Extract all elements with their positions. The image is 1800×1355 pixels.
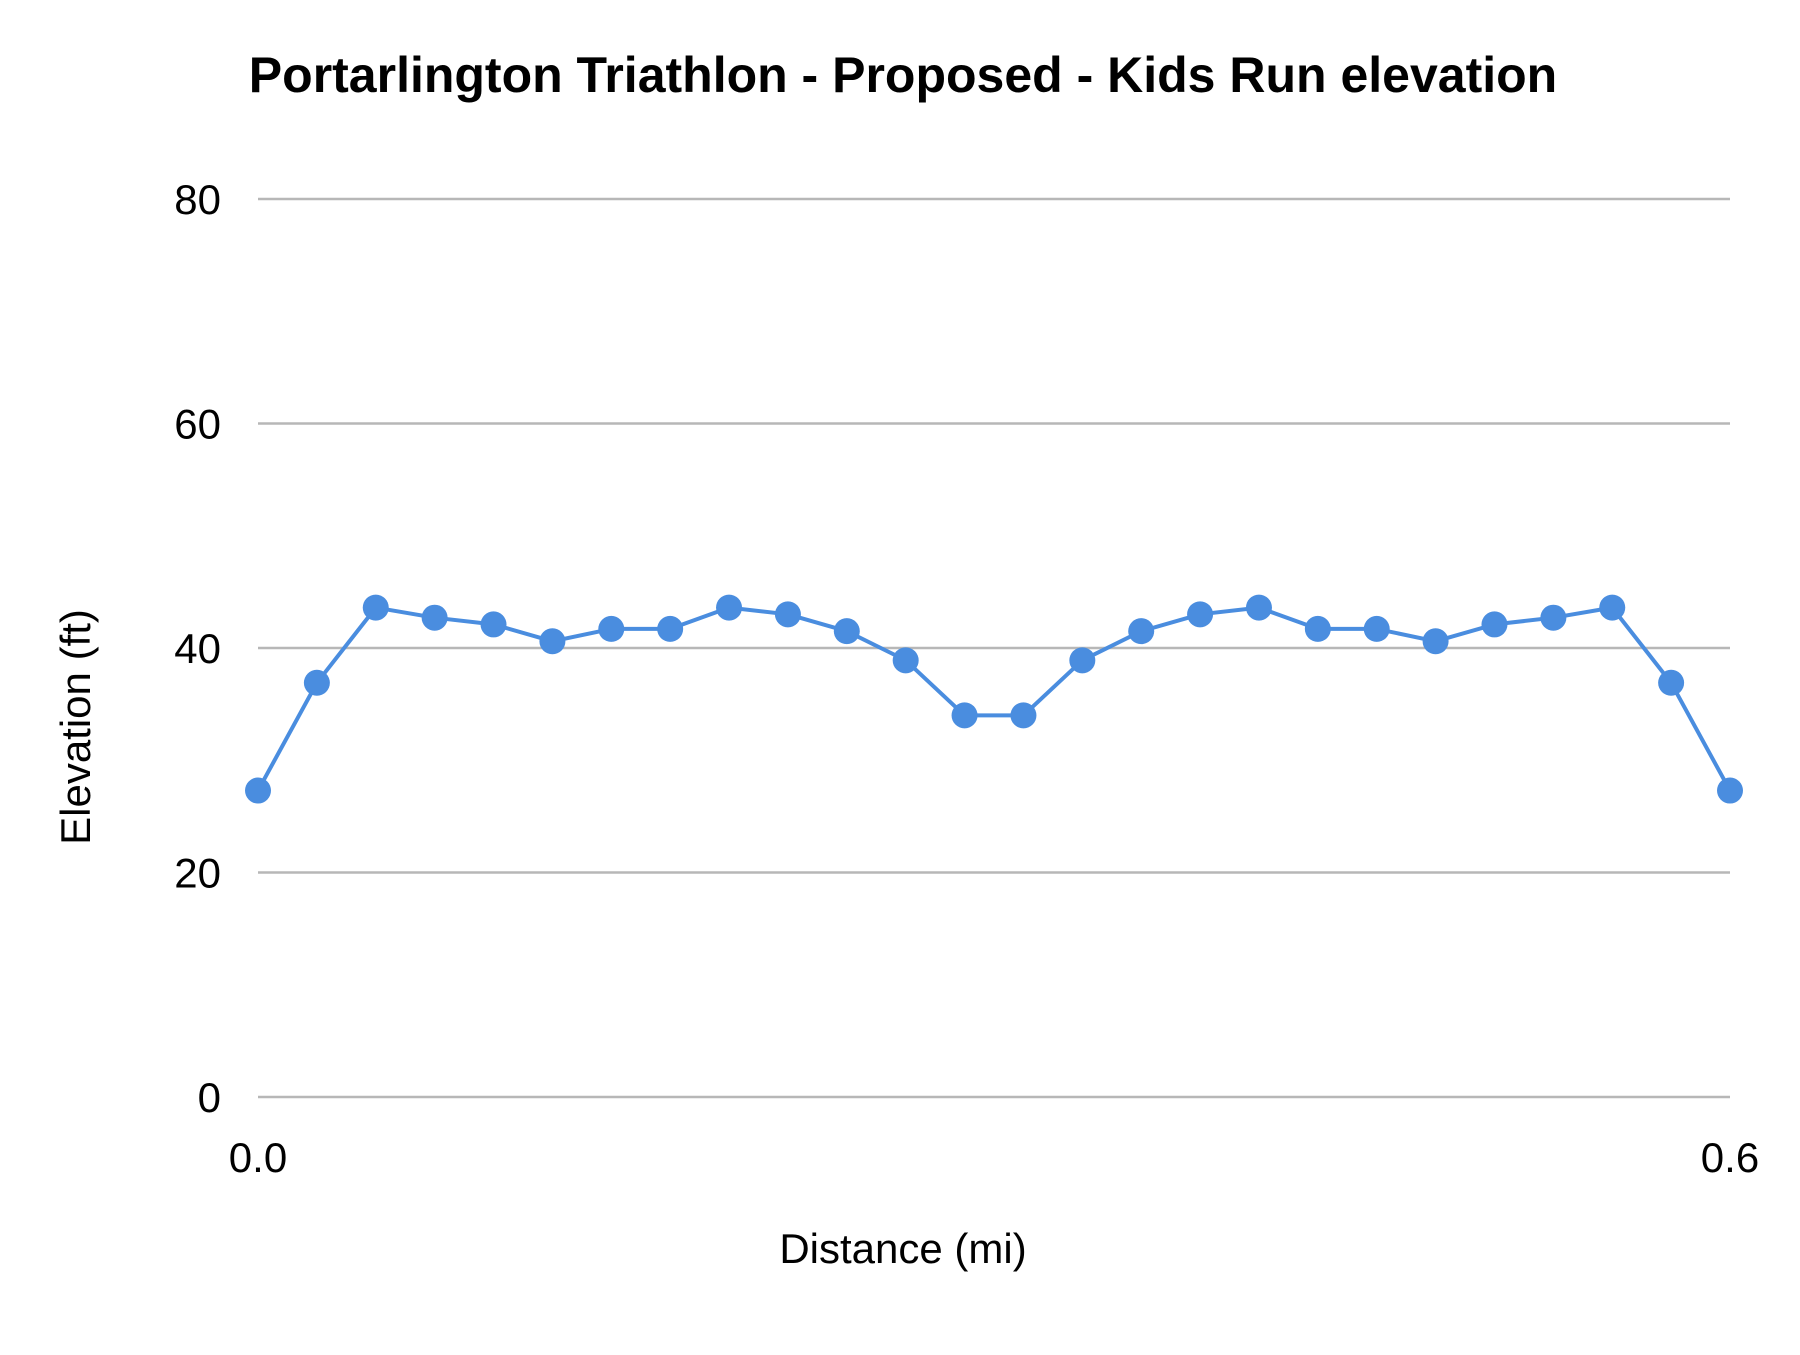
data-point	[1658, 669, 1685, 696]
data-point	[480, 611, 507, 638]
data-point	[951, 702, 978, 729]
y-axis-label: Elevation (ft)	[52, 609, 99, 845]
y-tick-label: 40	[174, 625, 221, 672]
data-point	[657, 615, 684, 642]
data-point	[1187, 601, 1214, 628]
data-point	[362, 594, 389, 621]
y-tick-label: 0	[198, 1074, 221, 1121]
y-axis-ticks: 0 20 40 60 80	[174, 176, 221, 1121]
chart-title: Portarlington Triathlon - Proposed - Kid…	[249, 47, 1557, 103]
gridlines	[258, 197, 1730, 1099]
data-point	[1069, 647, 1096, 674]
data-point	[598, 615, 625, 642]
data-point	[716, 594, 743, 621]
data-point	[421, 604, 448, 631]
data-point	[774, 601, 801, 628]
data-point	[1422, 628, 1449, 655]
data-point	[1481, 611, 1508, 638]
data-point	[1010, 702, 1037, 729]
y-tick-label: 60	[174, 401, 221, 448]
x-tick-label: 0.0	[229, 1134, 287, 1181]
data-point	[539, 628, 566, 655]
data-point	[1599, 594, 1626, 621]
data-point	[1304, 615, 1331, 642]
series-layer	[245, 594, 1743, 804]
data-point	[892, 647, 919, 674]
y-tick-label: 80	[174, 176, 221, 223]
data-point	[1717, 777, 1743, 804]
data-point	[833, 618, 860, 645]
series-line	[256, 605, 1732, 792]
x-axis-label: Distance (mi)	[779, 1225, 1026, 1272]
data-point	[1245, 594, 1272, 621]
data-point	[303, 669, 330, 696]
y-tick-label: 20	[174, 850, 221, 897]
data-point	[1128, 618, 1155, 645]
data-point	[1540, 604, 1567, 631]
x-tick-label: 0.6	[1701, 1134, 1759, 1181]
x-axis-ticks: 0.0 0.6	[229, 1134, 1759, 1181]
data-point	[245, 777, 271, 804]
data-point	[1363, 615, 1390, 642]
